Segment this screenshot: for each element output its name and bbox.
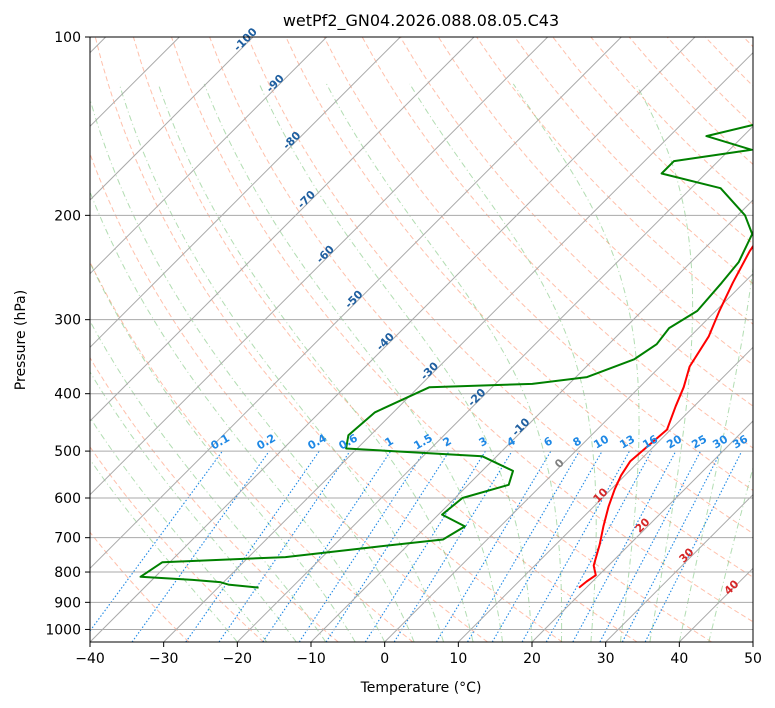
isotherm-line <box>90 37 696 642</box>
moist-adiabat <box>157 83 474 642</box>
mixing-ratio-line <box>364 450 486 642</box>
x-tick-label: 50 <box>744 651 762 667</box>
moist-adiabat <box>512 83 640 642</box>
mixing-ratio-line <box>298 450 425 642</box>
mixing-ratio-line <box>131 450 270 642</box>
moist-adiabat <box>326 83 563 642</box>
x-tick-label: −30 <box>149 651 179 667</box>
mixing-ratio-line <box>218 450 351 642</box>
x-tick-label: −20 <box>223 651 253 667</box>
dry-adiabat <box>90 152 488 642</box>
mixing-ratio-line <box>644 450 743 642</box>
x-tick-label: −40 <box>75 651 105 667</box>
isotherm-line <box>90 37 549 496</box>
x-tick-label: 10 <box>449 651 467 667</box>
isotherm-line <box>384 272 753 642</box>
dry-adiabat <box>94 37 563 642</box>
x-tick-label: −10 <box>296 651 326 667</box>
isotherm-line <box>310 199 753 642</box>
isotherm-line <box>90 37 475 422</box>
x-tick-label: 30 <box>597 651 615 667</box>
moist-adiabat <box>118 83 445 642</box>
moist-adiabat <box>90 458 238 642</box>
x-tick-label: 20 <box>523 651 541 667</box>
dry-adiabat <box>171 37 712 642</box>
mixing-ratio-line <box>90 450 223 632</box>
dry-adiabat <box>132 37 638 642</box>
temperature-line <box>578 244 753 589</box>
dry-adiabat <box>209 37 753 623</box>
dry-adiabat <box>361 37 753 449</box>
x-tick-label: 40 <box>670 651 688 667</box>
profiles <box>139 123 753 589</box>
isotherm-line <box>531 420 753 642</box>
moist-adiabat <box>258 83 533 642</box>
y-tick-label: 600 <box>54 491 81 507</box>
y-tick-label: 900 <box>54 595 81 611</box>
moist-adiabat <box>90 261 356 642</box>
mixing-ratio-line <box>599 450 702 642</box>
dry-adiabat <box>285 37 753 535</box>
y-tick-label: 800 <box>54 565 81 581</box>
isotherm-line <box>90 37 328 275</box>
y-tick-label: 200 <box>54 208 81 224</box>
dry-adiabat <box>514 37 753 285</box>
chart-title: wetPf2_GN04.2026.088.08.05.C43 <box>283 11 559 31</box>
moist-adiabat <box>708 465 753 642</box>
dry-adiabat <box>90 531 190 642</box>
x-axis-label: Temperature (°C) <box>360 680 482 696</box>
moist-adiabat <box>90 97 415 642</box>
isotherm-line <box>90 37 254 201</box>
moist-adiabat <box>90 190 386 642</box>
dewpoint-line <box>139 123 753 589</box>
y-tick-label: 1000 <box>45 622 81 638</box>
dry-adiabat <box>90 446 264 642</box>
isotherm-line <box>90 37 622 570</box>
y-tick-label: 100 <box>54 30 81 46</box>
mixing-ratio-line <box>393 450 513 642</box>
moist-adiabat <box>203 83 503 642</box>
moist-adiabat <box>90 370 297 642</box>
isotherm-line <box>605 493 753 642</box>
y-tick-label: 500 <box>54 444 81 460</box>
axis-ticks: −40 −30 −20 −10 0 10 20 30 40 50 100 200 300 400 500 60… <box>45 30 762 667</box>
moist-adiabat <box>678 83 753 642</box>
x-tick-label: 0 <box>380 651 389 667</box>
moist-adiabat <box>635 83 694 642</box>
isotherm-line <box>90 37 401 349</box>
dry-adiabat <box>247 37 753 578</box>
dry-adiabat <box>399 37 753 407</box>
mixing-ratio-line <box>621 450 722 642</box>
plot-frame <box>89 36 754 643</box>
dry-adiabat <box>437 37 753 366</box>
moist-adiabat <box>409 83 597 642</box>
moist-adiabat <box>90 416 268 642</box>
y-axis-label: Pressure (hPa) <box>13 290 29 390</box>
y-tick-label: 700 <box>54 531 81 547</box>
mixing-ratio-line <box>185 450 320 642</box>
isotherm-line <box>236 125 753 642</box>
isotherm-line <box>163 51 753 642</box>
dry-adiabat <box>90 356 339 642</box>
y-tick-label: 300 <box>54 313 81 329</box>
mixing-ratio-line <box>325 450 450 642</box>
mixing-ratio-line <box>572 450 677 642</box>
mixing-ratio-line <box>521 450 630 642</box>
y-tick-label: 400 <box>54 387 81 403</box>
isotherm-line <box>457 346 753 642</box>
